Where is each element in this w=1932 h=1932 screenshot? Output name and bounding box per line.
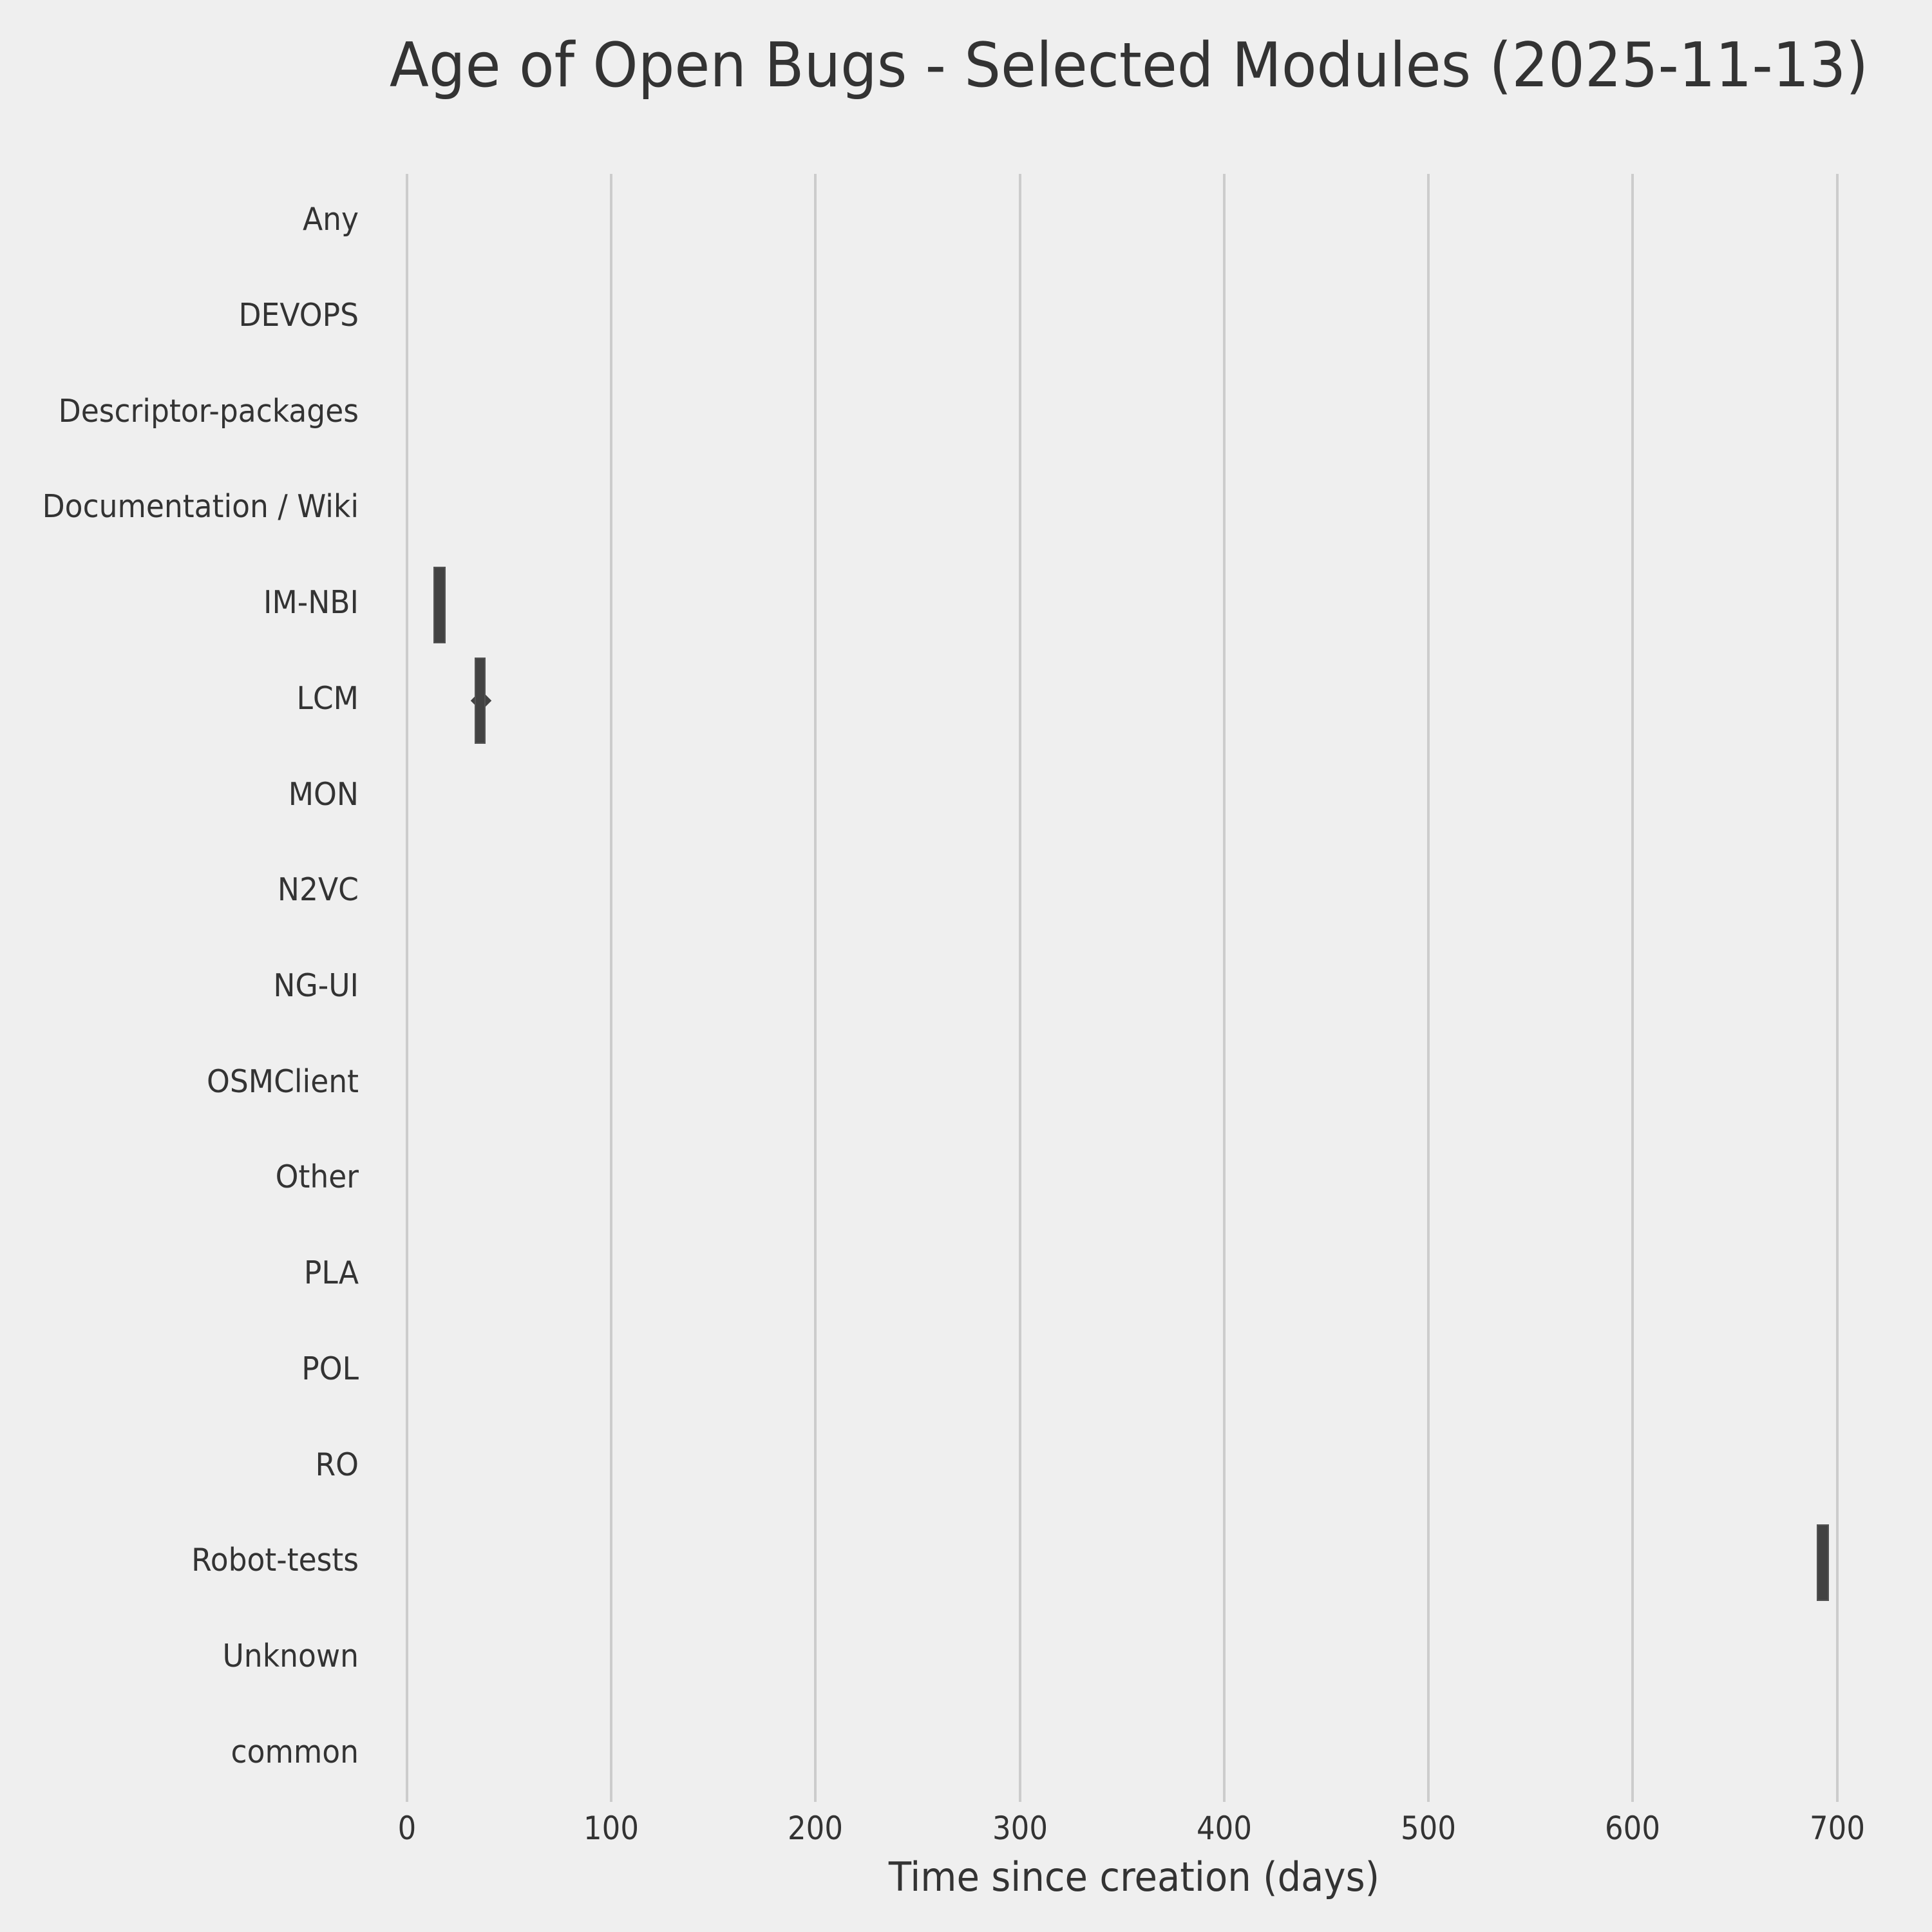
x-tick-label: 500	[1401, 1810, 1457, 1847]
x-tick-label: 700	[1809, 1810, 1865, 1847]
y-tick-label: IM-NBI	[263, 584, 359, 621]
y-tick-label: common	[231, 1733, 359, 1770]
y-tick-label: Documentation / Wiki	[42, 488, 359, 526]
x-tick-label: 400	[1196, 1810, 1252, 1847]
chart-title: Age of Open Bugs - Selected Modules (202…	[389, 30, 1869, 101]
y-tick-label: Robot-tests	[191, 1542, 359, 1579]
gridline-x-400	[1222, 174, 1226, 1802]
gridline-x-600	[1631, 174, 1634, 1802]
y-tick-label: MON	[288, 775, 359, 813]
y-tick-label: LCM	[296, 679, 359, 717]
gridline-x-100	[610, 174, 613, 1802]
y-tick-label: Any	[302, 201, 359, 238]
y-tick-label: POL	[301, 1350, 359, 1387]
gridline-x-300	[1018, 174, 1021, 1802]
x-tick-label: 200	[788, 1810, 844, 1847]
gridline-x-0	[406, 174, 408, 1802]
y-tick-label: DEVOPS	[238, 297, 359, 334]
y-tick-label: RO	[315, 1446, 359, 1483]
violin-lcm	[474, 657, 486, 744]
x-tick-label: 300	[992, 1810, 1048, 1847]
y-tick-label: N2VC	[277, 871, 359, 909]
x-tick-label: 100	[583, 1810, 639, 1847]
violin-im-nbi	[433, 566, 446, 643]
gridline-x-700	[1835, 174, 1839, 1802]
y-tick-label: Unknown	[222, 1637, 359, 1674]
y-tick-label: NG-UI	[273, 967, 359, 1004]
violin-robot-tests	[1816, 1524, 1829, 1601]
x-tick-label: 0	[397, 1810, 417, 1847]
y-tick-label: PLA	[303, 1255, 359, 1292]
x-tick-label: 600	[1605, 1810, 1661, 1847]
x-axis-label: Time since creation (days)	[888, 1853, 1380, 1900]
y-tick-label: OSMClient	[206, 1063, 359, 1100]
y-tick-label: Other	[275, 1159, 359, 1196]
gridline-x-500	[1427, 174, 1430, 1802]
y-tick-label: Descriptor-packages	[58, 392, 359, 430]
gridline-x-200	[814, 174, 817, 1802]
